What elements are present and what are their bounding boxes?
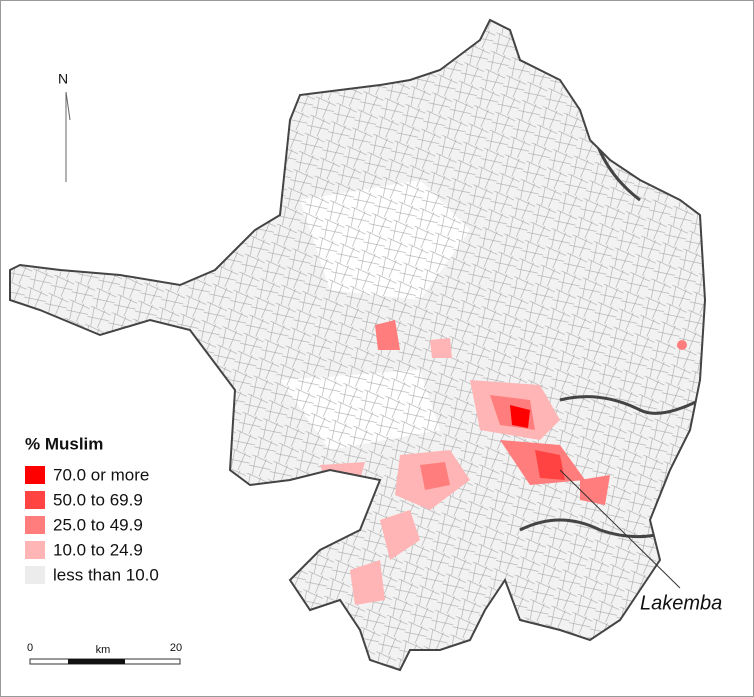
legend-swatch [25, 466, 45, 484]
north-label: N [58, 71, 68, 87]
annotation: Lakemba [640, 592, 722, 614]
legend-label: 70.0 or more [53, 465, 149, 484]
legend-swatch [25, 566, 45, 584]
legend-label: 25.0 to 49.9 [53, 515, 143, 534]
annotation-line [559, 469, 681, 589]
legend-label: less than 10.0 [53, 565, 159, 584]
north-arrow [65, 91, 71, 121]
legend-swatch [25, 491, 45, 509]
scale-end: 20 [170, 642, 182, 654]
legend-label: 10.0 to 24.9 [53, 540, 143, 559]
legend: 70.0 or more 50.0 to 69.9 25.0 to 49.9 10.0… [25, 465, 159, 584]
legend-swatch [25, 516, 45, 534]
scale-start: 0 [27, 642, 33, 654]
legend-label: 50.0 to 69.9 [53, 490, 143, 509]
legend-title: % Muslim [25, 434, 103, 453]
legend-swatch [25, 541, 45, 559]
scale-bar-segment [68, 659, 125, 664]
scale-unit: km [96, 644, 111, 656]
